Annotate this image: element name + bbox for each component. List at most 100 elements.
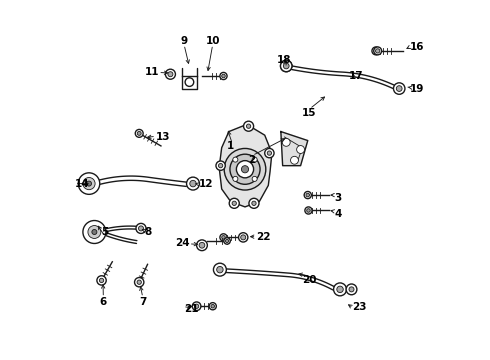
Circle shape (99, 278, 104, 283)
Circle shape (349, 287, 354, 292)
Text: 9: 9 (180, 36, 188, 45)
Circle shape (100, 279, 103, 282)
Text: 14: 14 (74, 179, 89, 189)
Circle shape (252, 201, 256, 206)
Circle shape (214, 263, 226, 276)
Circle shape (242, 166, 248, 173)
Circle shape (236, 161, 254, 178)
Circle shape (192, 302, 201, 311)
Circle shape (221, 74, 225, 78)
Circle shape (137, 280, 141, 284)
Circle shape (244, 121, 254, 131)
Circle shape (305, 207, 312, 214)
Circle shape (136, 224, 146, 233)
Circle shape (283, 63, 289, 69)
Circle shape (291, 156, 298, 164)
Text: 12: 12 (198, 179, 213, 189)
Circle shape (239, 233, 248, 242)
Text: 15: 15 (302, 108, 317, 118)
Circle shape (185, 78, 194, 86)
Circle shape (136, 279, 143, 286)
Circle shape (196, 240, 207, 251)
Circle shape (211, 305, 215, 308)
Circle shape (306, 193, 310, 197)
Circle shape (375, 49, 380, 53)
Circle shape (224, 238, 230, 244)
Circle shape (97, 276, 106, 285)
Circle shape (83, 177, 95, 190)
Circle shape (187, 177, 199, 190)
Circle shape (88, 226, 101, 238)
Circle shape (283, 63, 289, 69)
Circle shape (280, 60, 292, 72)
Circle shape (374, 47, 382, 55)
Circle shape (98, 277, 105, 284)
Circle shape (304, 192, 311, 199)
Circle shape (396, 86, 402, 91)
Text: 18: 18 (277, 55, 292, 65)
Circle shape (282, 138, 290, 146)
Circle shape (137, 131, 141, 135)
Circle shape (337, 286, 343, 293)
Circle shape (296, 145, 304, 153)
Circle shape (190, 180, 196, 187)
Circle shape (219, 163, 223, 168)
Circle shape (334, 283, 346, 296)
Circle shape (252, 176, 257, 181)
Text: 6: 6 (100, 297, 107, 307)
Text: 8: 8 (145, 227, 152, 237)
Circle shape (221, 235, 225, 239)
Circle shape (139, 226, 144, 231)
Circle shape (346, 284, 357, 295)
Circle shape (168, 72, 173, 77)
Circle shape (252, 157, 257, 162)
Circle shape (78, 173, 100, 194)
Circle shape (135, 130, 143, 137)
Circle shape (233, 176, 238, 181)
Circle shape (307, 209, 310, 212)
Text: 24: 24 (175, 238, 190, 248)
Text: 4: 4 (335, 209, 342, 219)
Circle shape (393, 83, 405, 94)
Circle shape (232, 201, 236, 206)
Circle shape (249, 198, 259, 208)
Text: 1: 1 (227, 141, 234, 151)
Text: 13: 13 (155, 132, 170, 142)
Text: 2: 2 (248, 155, 256, 165)
Circle shape (280, 60, 292, 72)
Text: 7: 7 (139, 297, 147, 307)
Text: 3: 3 (335, 193, 342, 203)
Text: 17: 17 (349, 71, 364, 81)
Circle shape (87, 181, 92, 186)
Circle shape (230, 154, 260, 184)
Circle shape (265, 148, 274, 158)
Circle shape (92, 229, 97, 234)
Text: 23: 23 (353, 302, 367, 312)
Circle shape (374, 49, 378, 53)
Circle shape (83, 221, 106, 243)
Circle shape (220, 234, 227, 241)
Text: 10: 10 (205, 36, 220, 45)
Circle shape (267, 151, 271, 155)
Text: 22: 22 (256, 232, 270, 242)
Circle shape (216, 161, 225, 170)
Circle shape (241, 235, 245, 240)
Text: 11: 11 (145, 67, 159, 77)
Circle shape (225, 239, 229, 243)
Circle shape (135, 278, 144, 287)
Text: 19: 19 (410, 84, 424, 94)
Circle shape (166, 69, 175, 79)
Text: 5: 5 (101, 228, 109, 237)
Text: 16: 16 (410, 42, 424, 52)
Circle shape (209, 303, 216, 310)
Polygon shape (281, 132, 308, 166)
Text: 21: 21 (184, 304, 198, 314)
Circle shape (195, 304, 199, 309)
Circle shape (229, 198, 239, 208)
Circle shape (220, 72, 227, 80)
Polygon shape (219, 125, 272, 207)
Circle shape (233, 157, 238, 162)
Circle shape (246, 124, 251, 129)
Circle shape (372, 47, 380, 55)
Circle shape (217, 266, 223, 273)
